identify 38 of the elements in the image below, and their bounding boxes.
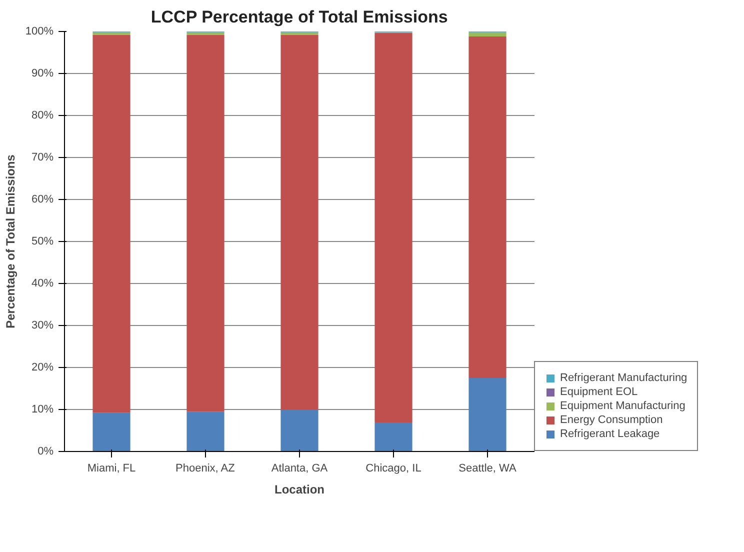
- y-tick-label: 100%: [25, 26, 54, 38]
- bar: [92, 412, 130, 452]
- y-tick-label: 40%: [31, 278, 54, 290]
- y-tick-label: 60%: [31, 194, 54, 206]
- x-tick-label: Phoenix, AZ: [176, 462, 236, 474]
- x-tick-label: Atlanta, GA: [271, 462, 328, 474]
- x-axis-title: Location: [274, 482, 324, 496]
- legend-label: Equipment EOL: [560, 386, 638, 398]
- y-tick-label: 10%: [31, 404, 54, 416]
- bar: [374, 422, 412, 452]
- bar: [468, 378, 506, 452]
- legend-label: Refrigerant Leakage: [560, 428, 660, 440]
- bar: [374, 32, 412, 423]
- bar: [186, 32, 224, 35]
- legend-label: Equipment Manufacturing: [560, 400, 686, 412]
- bar: [468, 32, 506, 37]
- y-tick-label: 50%: [31, 236, 54, 248]
- bar: [92, 34, 130, 413]
- legend-label: Energy Consumption: [560, 414, 663, 426]
- y-tick-label: 20%: [31, 362, 54, 374]
- bar: [186, 412, 224, 452]
- x-tick-label: Chicago, IL: [366, 462, 422, 474]
- bar: [280, 410, 318, 452]
- y-axis-title: Percentage of Total Emissions: [3, 154, 18, 328]
- bar: [280, 34, 318, 410]
- y-tick-label: 90%: [31, 68, 54, 80]
- x-tick-label: Seattle, WA: [458, 462, 517, 474]
- bar: [186, 34, 224, 412]
- y-tick-label: 70%: [31, 152, 54, 164]
- bar: [92, 32, 130, 35]
- bar: [468, 36, 506, 378]
- legend-label: Refrigerant Manufacturing: [560, 372, 688, 384]
- chart-title: LCCP Percentage of Total Emissions: [150, 8, 448, 26]
- y-tick-label: 0%: [38, 446, 54, 458]
- y-tick-label: 30%: [31, 320, 54, 332]
- x-tick-label: Miami, FL: [87, 462, 136, 474]
- bar: [280, 32, 318, 35]
- y-tick-label: 80%: [31, 110, 54, 122]
